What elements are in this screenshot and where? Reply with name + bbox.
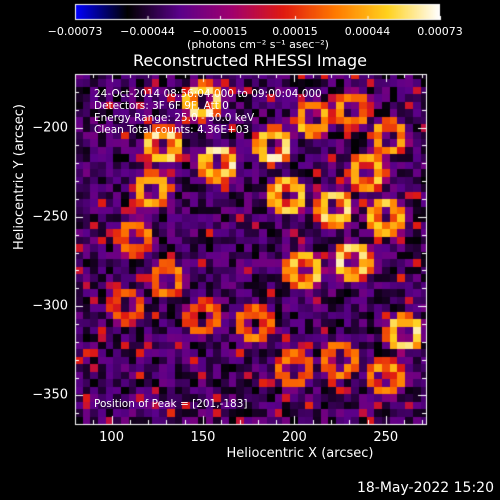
y-axis-label: Heliocentric Y (arcsec) [12, 104, 27, 250]
x-tick-label: 100 [99, 430, 124, 445]
colorbar-tick-label: 0.00044 [344, 25, 391, 38]
annotation-detectors: Detectors: 3F 6F 9F, Att 0 [94, 100, 229, 112]
y-tick-label: −350 [32, 387, 68, 403]
y-tick-label: −200 [32, 120, 68, 136]
annotation-energy-range: Energy Range: 25.0 - 50.0 keV [94, 112, 255, 124]
x-axis-label: Heliocentric X (arcsec) [226, 446, 374, 461]
colorbar-units: (photons cm⁻² s⁻¹ asec⁻²) [187, 38, 329, 51]
colorbar-tick-label: −0.00073 [47, 25, 103, 38]
footer-date: 18-May-2022 15:20 [356, 480, 494, 496]
colorbar-tick-label: 0.00073 [417, 25, 463, 38]
colorbar-tick-label: −0.00015 [192, 25, 248, 38]
annotation-time-range: 24-Oct-2014 08:56:04.000 to 09:00:04.000 [94, 88, 322, 100]
y-tick-label: −300 [32, 298, 68, 314]
x-tick-label: 150 [190, 430, 216, 445]
colorbar-tick-label: 0.00015 [272, 25, 318, 38]
x-tick-label: 250 [373, 430, 399, 445]
annotation-peak-position: Position of Peak = [201,-183] [94, 398, 248, 410]
colorbar-tick-label: −0.00044 [120, 25, 175, 38]
annotation-clean-counts: Clean Total counts: 4.36E+03 [94, 124, 250, 136]
y-tick-label: −250 [32, 209, 68, 225]
x-tick-label: 200 [281, 430, 307, 445]
chart-title: Reconstructed RHESSI Image [133, 51, 367, 70]
